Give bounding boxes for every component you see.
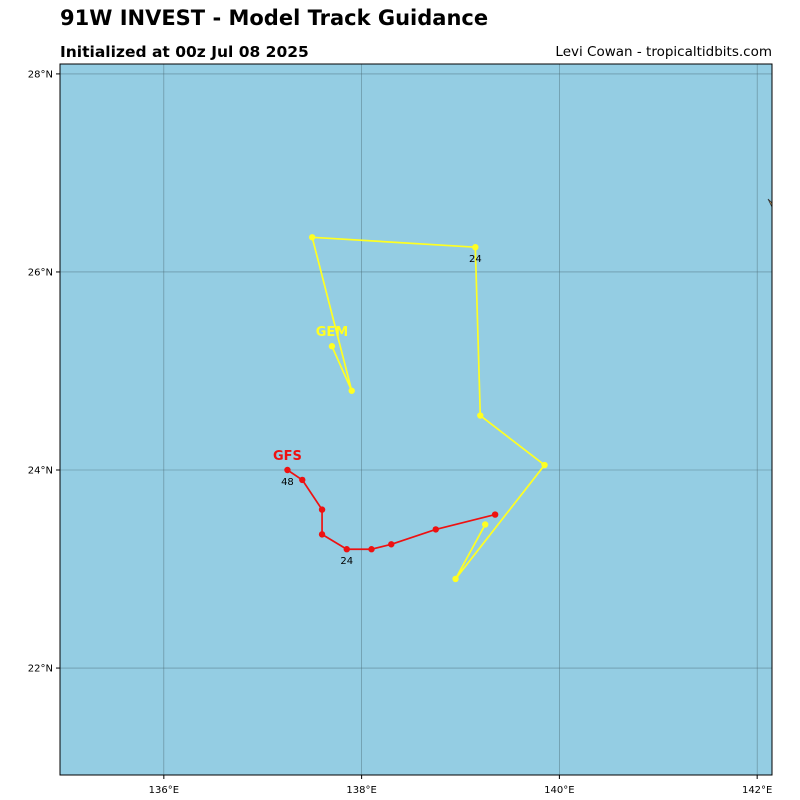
gfs-forecast-hour-label: 24: [340, 556, 353, 567]
gem-track-point: [541, 461, 548, 469]
lon-tick-label: 140°E: [544, 785, 574, 796]
model-tracks: [284, 234, 548, 583]
gem-track-point: [477, 412, 484, 419]
axes: 136°E 138°E 140°E 142°E 22°N 24°N 26°N 28°N: [28, 69, 773, 796]
gem-track-point: [482, 521, 489, 528]
lat-tick-label: 24°N: [28, 466, 53, 477]
init-time-subtitle: Initialized at 00z Jul 08 2025: [60, 43, 309, 61]
gfs-model-label: GFS: [273, 449, 302, 464]
gfs-track-point: [318, 531, 326, 538]
gfs-track-point: [368, 546, 375, 553]
gfs-track-point: [491, 511, 499, 518]
gem-forecast-hour-label: 24: [469, 254, 482, 265]
gem-model-label: GEM: [316, 325, 349, 340]
lon-tick-label: 142°E: [742, 785, 772, 796]
gfs-track-point: [318, 506, 326, 513]
chart-title: 91W INVEST - Model Track Guidance: [60, 6, 489, 30]
lon-tick-label: 136°E: [149, 785, 179, 796]
credit-text: Levi Cowan - tropicaltidbits.com: [555, 44, 772, 60]
gfs-track-point: [343, 546, 350, 553]
gem-track-point: [328, 343, 336, 350]
gem-track-line: [311, 236, 546, 580]
gem-track-point: [472, 243, 479, 251]
gfs-track-point: [284, 466, 291, 474]
lat-tick-label: 22°N: [28, 664, 53, 675]
gem-track-point: [452, 575, 459, 583]
gfs-track-point: [299, 476, 306, 484]
gfs-track-point: [388, 541, 395, 548]
lat-tick-label: 26°N: [28, 267, 53, 278]
gem-track-point: [308, 234, 316, 241]
gridlines: [60, 64, 772, 775]
gfs-track-point: [432, 526, 439, 533]
land-island: [767, 198, 772, 208]
lon-tick-label: 138°E: [346, 785, 376, 796]
track-labels: 24 GEM 24 48 GFS: [273, 254, 482, 567]
lat-tick-label: 28°N: [28, 69, 53, 80]
gem-track-point: [348, 387, 355, 394]
plot-frame: [59, 63, 773, 776]
ocean-background: [60, 64, 772, 775]
gfs-forecast-hour-label: 48: [281, 477, 294, 488]
